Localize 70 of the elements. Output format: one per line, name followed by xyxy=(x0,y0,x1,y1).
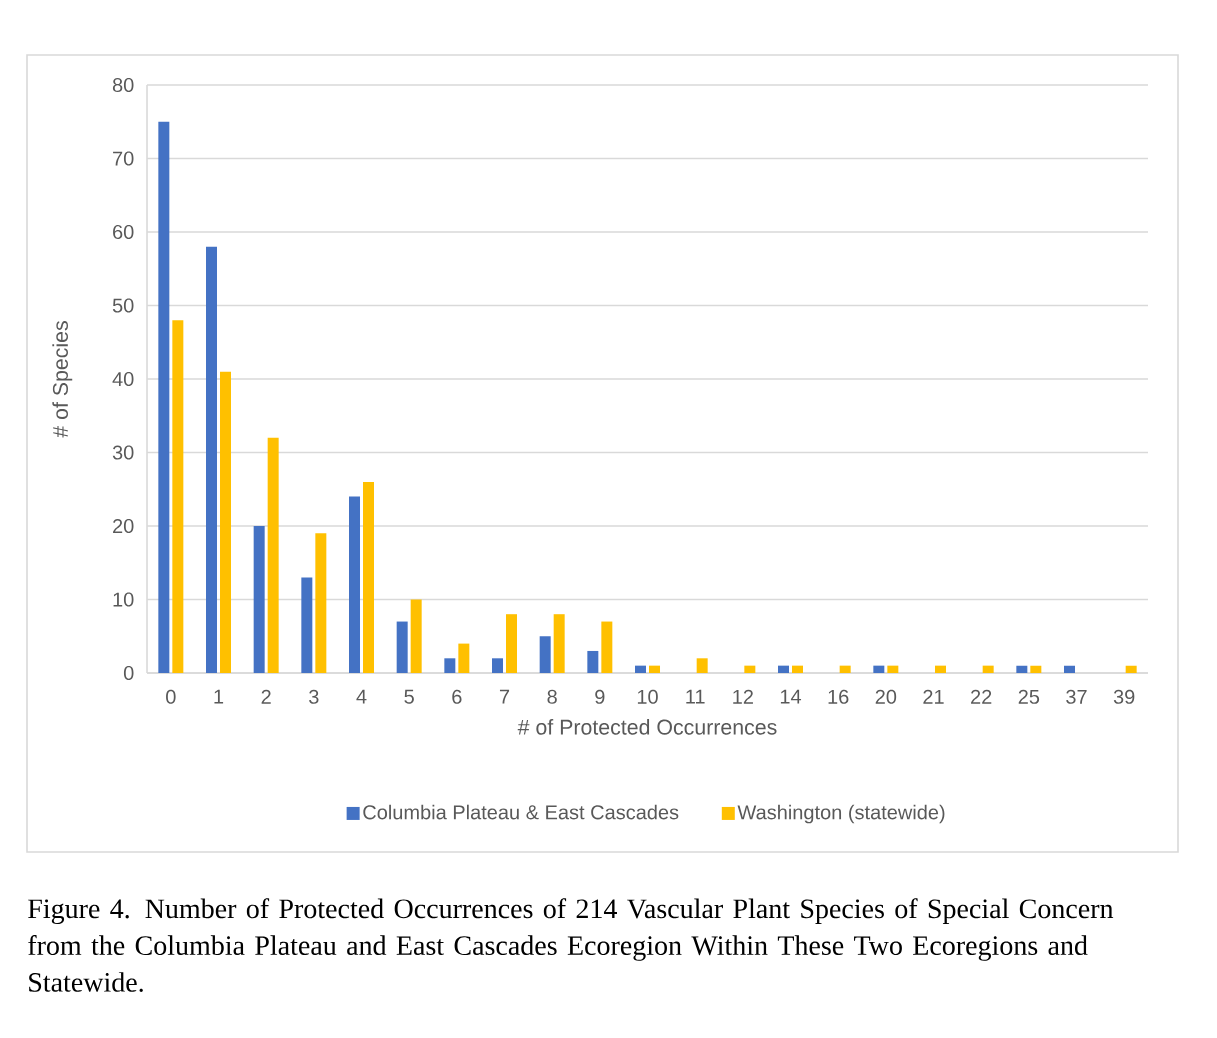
bar xyxy=(839,665,851,673)
bar xyxy=(649,665,661,673)
x-tick-label: 39 xyxy=(1113,689,1135,704)
x-tick-label: 3 xyxy=(309,689,319,704)
bar xyxy=(1125,665,1137,673)
x-tick-label: 0 xyxy=(166,689,176,704)
bar xyxy=(744,665,756,673)
y-tick-label: 20 xyxy=(113,518,134,534)
x-tick-label: 25 xyxy=(1018,689,1040,704)
bar xyxy=(587,650,599,673)
bar xyxy=(158,121,170,673)
bar xyxy=(206,246,217,673)
bar xyxy=(792,665,803,673)
bar xyxy=(601,621,613,673)
bar xyxy=(492,658,504,673)
y-tick-label: 60 xyxy=(113,224,134,240)
x-tick-label: 1 xyxy=(214,689,224,704)
bar xyxy=(220,371,231,673)
bar xyxy=(1064,665,1075,673)
bar xyxy=(363,481,374,673)
x-tick-label: 16 xyxy=(828,689,849,704)
x-tick-label: 2 xyxy=(261,689,271,704)
x-tick-label: 7 xyxy=(499,689,510,704)
bar xyxy=(539,636,551,673)
x-tick-label: 8 xyxy=(547,689,557,704)
x-tick-label: 9 xyxy=(595,689,605,704)
y-axis-title: # of Species xyxy=(52,321,73,438)
y-tick-label: 10 xyxy=(113,592,134,607)
bar xyxy=(935,665,946,673)
bar xyxy=(553,614,565,673)
x-tick-label: 20 xyxy=(875,689,897,704)
bar xyxy=(696,658,708,673)
bar xyxy=(410,599,422,673)
bar xyxy=(506,614,518,673)
y-tick-label: 30 xyxy=(112,445,134,460)
caption: Figure 4. Number of Protected Occurrences of 214 Vascular Plant Species of Special Concern from the Columbia Plateau and East Cascades Ecoregion Within These Two Ecoregions and Statewide. xyxy=(28,898,1114,992)
bar xyxy=(267,437,279,673)
bar xyxy=(1030,665,1042,673)
bar xyxy=(444,658,456,673)
bar xyxy=(349,496,360,673)
bar xyxy=(458,643,470,673)
x-tick-label: 6 xyxy=(452,689,462,704)
x-tick-label: 14 xyxy=(780,689,802,704)
bar xyxy=(172,320,184,673)
x-axis-title: # of Protected Occurrences xyxy=(517,719,777,735)
y-tick-label: 50 xyxy=(112,298,134,313)
bar xyxy=(982,665,994,673)
bar xyxy=(635,665,647,673)
bar xyxy=(301,577,313,673)
bar xyxy=(315,533,327,673)
x-tick-label: 10 xyxy=(637,689,658,704)
y-tick-label: 40 xyxy=(112,371,134,387)
bar xyxy=(1016,665,1028,673)
bar xyxy=(887,665,899,673)
y-tick-label: 80 xyxy=(112,77,134,93)
y-tick-label: 0 xyxy=(123,665,134,681)
bar xyxy=(253,526,265,673)
legend-label: Washington (statewide) xyxy=(737,804,945,824)
x-tick-label: 21 xyxy=(923,689,944,704)
x-tick-label: 22 xyxy=(971,689,992,704)
x-tick-label: 12 xyxy=(733,689,753,704)
legend-label: Columbia Plateau & East Cascades xyxy=(363,804,679,820)
bar xyxy=(396,621,408,673)
x-tick-label: 11 xyxy=(686,689,705,704)
y-tick-label: 70 xyxy=(113,151,134,166)
x-tick-label: 37 xyxy=(1066,689,1087,704)
x-tick-label: 4 xyxy=(356,689,367,704)
x-tick-label: 5 xyxy=(404,689,414,704)
bar xyxy=(873,665,885,673)
bar xyxy=(778,665,789,673)
